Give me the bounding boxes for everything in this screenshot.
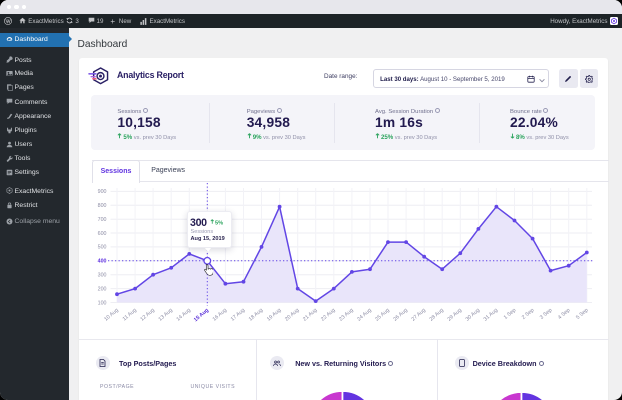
svg-text:900: 900	[97, 189, 106, 195]
svg-text:22 Aug: 22 Aug	[320, 307, 337, 322]
svg-text:10 Aug: 10 Aug	[103, 307, 120, 322]
svg-text:27 Aug: 27 Aug	[410, 307, 427, 322]
svg-text:11 Aug: 11 Aug	[121, 307, 137, 322]
svg-text:18 Aug: 18 Aug	[247, 307, 264, 322]
svg-text:14 Aug: 14 Aug	[175, 307, 192, 322]
svg-text:25 Aug: 25 Aug	[374, 307, 391, 322]
svg-text:20 Aug: 20 Aug	[284, 307, 301, 322]
svg-text:19 Aug: 19 Aug	[265, 307, 282, 322]
svg-text:5 Sep: 5 Sep	[575, 307, 589, 321]
svg-text:100: 100	[97, 300, 106, 306]
svg-text:16 Aug: 16 Aug	[211, 307, 228, 322]
svg-text:23 Aug: 23 Aug	[338, 307, 355, 322]
svg-text:29 Aug: 29 Aug	[446, 307, 463, 322]
svg-text:28 Aug: 28 Aug	[428, 307, 445, 322]
svg-text:31 Aug: 31 Aug	[482, 307, 499, 322]
svg-text:200: 200	[97, 286, 106, 292]
svg-text:800: 800	[97, 203, 106, 209]
svg-text:13 Aug: 13 Aug	[157, 307, 174, 322]
svg-text:2 Sep: 2 Sep	[520, 307, 534, 321]
svg-text:600: 600	[97, 231, 106, 237]
svg-text:4 Sep: 4 Sep	[557, 307, 571, 321]
svg-text:30 Aug: 30 Aug	[464, 307, 481, 322]
svg-text:3 Sep: 3 Sep	[538, 307, 552, 321]
svg-text:300: 300	[97, 272, 106, 278]
svg-text:1 Sep: 1 Sep	[502, 307, 516, 321]
svg-text:700: 700	[97, 217, 106, 223]
svg-text:500: 500	[97, 245, 106, 251]
svg-text:21 Aug: 21 Aug	[302, 307, 319, 322]
svg-text:17 Aug: 17 Aug	[229, 307, 246, 322]
svg-text:400: 400	[97, 259, 106, 265]
svg-text:26 Aug: 26 Aug	[392, 307, 409, 322]
svg-text:15 Aug: 15 Aug	[192, 307, 209, 323]
svg-text:12 Aug: 12 Aug	[139, 307, 156, 322]
svg-text:24 Aug: 24 Aug	[356, 307, 373, 322]
